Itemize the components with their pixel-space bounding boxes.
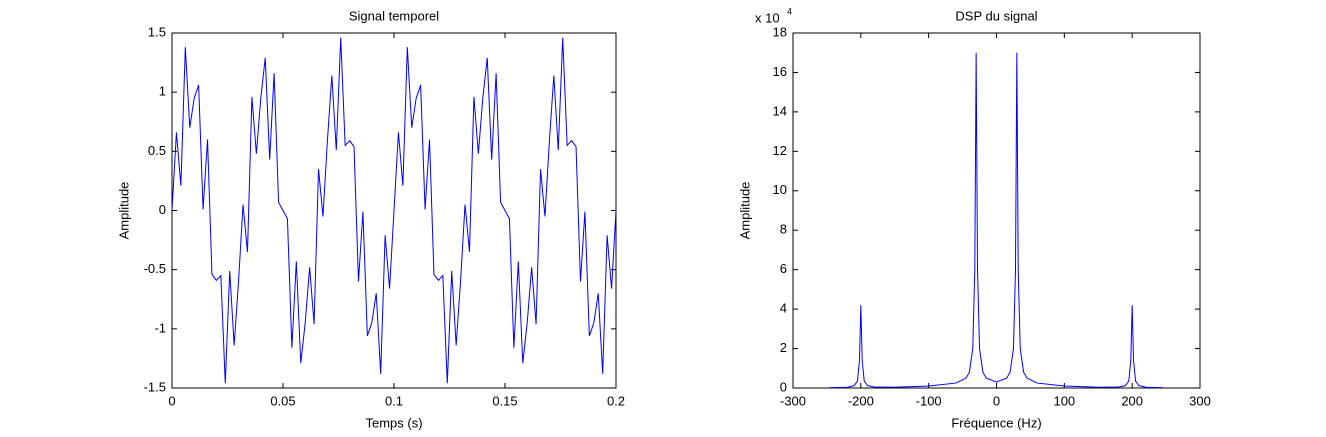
x-tick-label: 300 [1189, 393, 1211, 408]
x-tick-label: -200 [848, 393, 874, 408]
y-multiplier: x 10 [755, 10, 780, 25]
y-tick-label: 0.5 [148, 143, 166, 158]
x-tick-label: 0.1 [385, 393, 403, 408]
chart-title: DSP du signal [955, 8, 1037, 23]
x-axis-label: Temps (s) [365, 415, 422, 430]
y-tick-label: 2 [780, 340, 787, 355]
x-tick-label: 100 [1053, 393, 1075, 408]
data-line [171, 37, 617, 384]
y-tick-label: 1.5 [148, 24, 166, 39]
y-multiplier-exponent: 4 [787, 6, 792, 16]
y-tick-label: 16 [773, 64, 787, 79]
x-tick-label: 0 [993, 393, 1000, 408]
y-tick-label: 18 [773, 24, 787, 39]
y-tick-label: 6 [780, 261, 787, 276]
x-tick-label: 0.15 [492, 393, 517, 408]
x-tick-label: -100 [916, 393, 942, 408]
y-axis-label: Amplitude [116, 182, 131, 240]
y-tick-label: 4 [780, 301, 787, 316]
x-tick-label: 0.2 [607, 393, 625, 408]
y-tick-label: 8 [780, 222, 787, 237]
y-tick-label: -1.5 [144, 379, 166, 394]
x-tick-label: 200 [1121, 393, 1143, 408]
chart: Signal temporel Temps (s) Amplitude 0 0.05 0.… [116, 8, 625, 430]
x-tick-label: 0 [168, 393, 175, 408]
y-tick-label: 12 [773, 143, 787, 158]
y-tick-label: 14 [773, 103, 787, 118]
x-tick-label: 0.05 [270, 393, 295, 408]
y-tick-label: 0 [159, 202, 166, 217]
y-tick-label: -0.5 [144, 261, 166, 276]
y-tick-label: 1 [159, 84, 166, 99]
y-tick-label: 0 [780, 379, 787, 394]
plot-area [792, 32, 1201, 389]
x-tick-label: -300 [780, 393, 806, 408]
y-tick-label: -1 [154, 320, 166, 335]
x-axis-label: Fréquence (Hz) [951, 415, 1041, 430]
y-axis-label: Amplitude [737, 182, 752, 240]
data-line [830, 52, 1163, 389]
chart-title: Signal temporel [349, 8, 439, 23]
y-tick-label: 10 [773, 182, 787, 197]
chart: DSP du signal Fréquence (Hz) Amplitude x 10… [737, 6, 1210, 430]
